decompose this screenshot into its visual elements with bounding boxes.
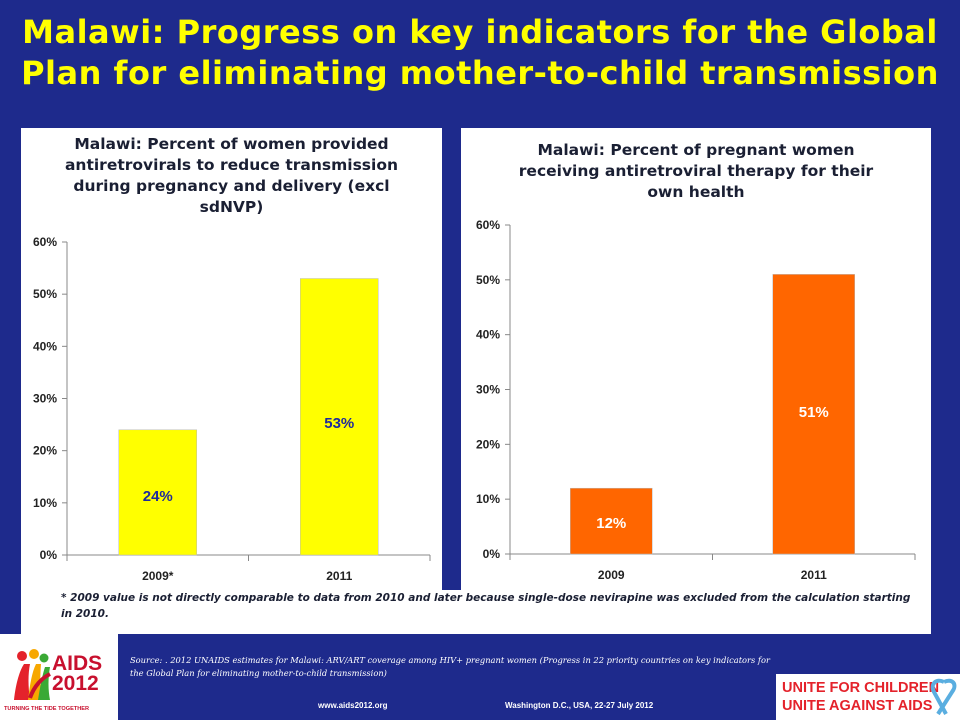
bar	[570, 487, 653, 555]
left-chart-svg: 0% 10% 20% 30% 40% 50% 60% 24% 2009* 53% 2011	[33, 235, 431, 583]
y-tick-label: 40%	[33, 339, 57, 353]
y-tick-label: 0%	[483, 547, 501, 561]
logo-text-aids: AIDS	[52, 652, 103, 675]
bar-value-label: 53%	[324, 415, 354, 432]
y-tick-label: 60%	[33, 235, 57, 249]
x-tick-label: 2009	[598, 568, 625, 582]
unite-for-children-logo: UNITE FOR CHILDREN UNITE AGAINST AIDS	[776, 674, 960, 720]
y-tick-label: 20%	[33, 444, 57, 458]
x-tick-label: 2009*	[142, 569, 174, 583]
x-tick-label: 2011	[326, 569, 352, 583]
right-chart-panel: Malawi: Percent of pregnant women receiv…	[461, 128, 931, 590]
bar-value-label: 12%	[596, 515, 626, 532]
logo-tagline: TURNING THE TIDE TOGETHER	[4, 706, 90, 712]
bar-value-label: 24%	[143, 488, 173, 505]
footnote: * 2009 value is not directly comparable …	[21, 590, 931, 634]
right-chart-svg: 0% 10% 20% 30% 40% 50% 60% 12% 2009 51% 2011	[476, 218, 916, 582]
bar	[772, 274, 855, 555]
aids2012-emblem-icon	[14, 649, 51, 700]
footer-place-date: Washington D.C., USA, 22-27 July 2012	[505, 701, 654, 710]
logo-text-year: 2012	[52, 672, 99, 695]
y-tick-label: 10%	[33, 496, 57, 510]
x-tick-label: 2011	[801, 568, 827, 582]
y-tick-label: 50%	[33, 287, 57, 301]
y-tick-label: 10%	[476, 492, 500, 506]
aids2012-wordmark: AIDS 2012	[52, 652, 103, 695]
footer-url[interactable]: www.aids2012.org	[318, 701, 388, 710]
y-tick-label: 50%	[476, 273, 500, 287]
footer-bar: AIDS 2012 TURNING THE TIDE TOGETHER Sour…	[0, 634, 960, 720]
left-chart-panel: Malawi: Percent of women provided antire…	[21, 128, 442, 590]
aids2012-logo: AIDS 2012 TURNING THE TIDE TOGETHER	[0, 634, 118, 720]
bar	[300, 278, 379, 556]
y-tick-label: 60%	[476, 218, 500, 232]
slide-title: Malawi: Progress on key indicators for t…	[21, 13, 939, 92]
unite-line-1: UNITE FOR CHILDREN	[782, 680, 940, 696]
y-tick-label: 30%	[476, 383, 500, 397]
red-ribbon-icon	[930, 678, 957, 716]
left-chart-title: Malawi: Percent of women provided antire…	[64, 135, 399, 216]
source-note: Source: . 2012 UNAIDS estimates for Mala…	[130, 655, 770, 678]
unite-line-2: UNITE AGAINST AIDS	[782, 698, 933, 714]
y-tick-label: 20%	[476, 437, 500, 451]
bar-value-label: 51%	[799, 404, 829, 421]
y-tick-label: 30%	[33, 392, 57, 406]
right-chart-title: Malawi: Percent of pregnant women receiv…	[518, 141, 874, 201]
bar	[118, 429, 197, 556]
y-tick-label: 40%	[476, 328, 500, 342]
y-tick-label: 0%	[40, 548, 58, 562]
